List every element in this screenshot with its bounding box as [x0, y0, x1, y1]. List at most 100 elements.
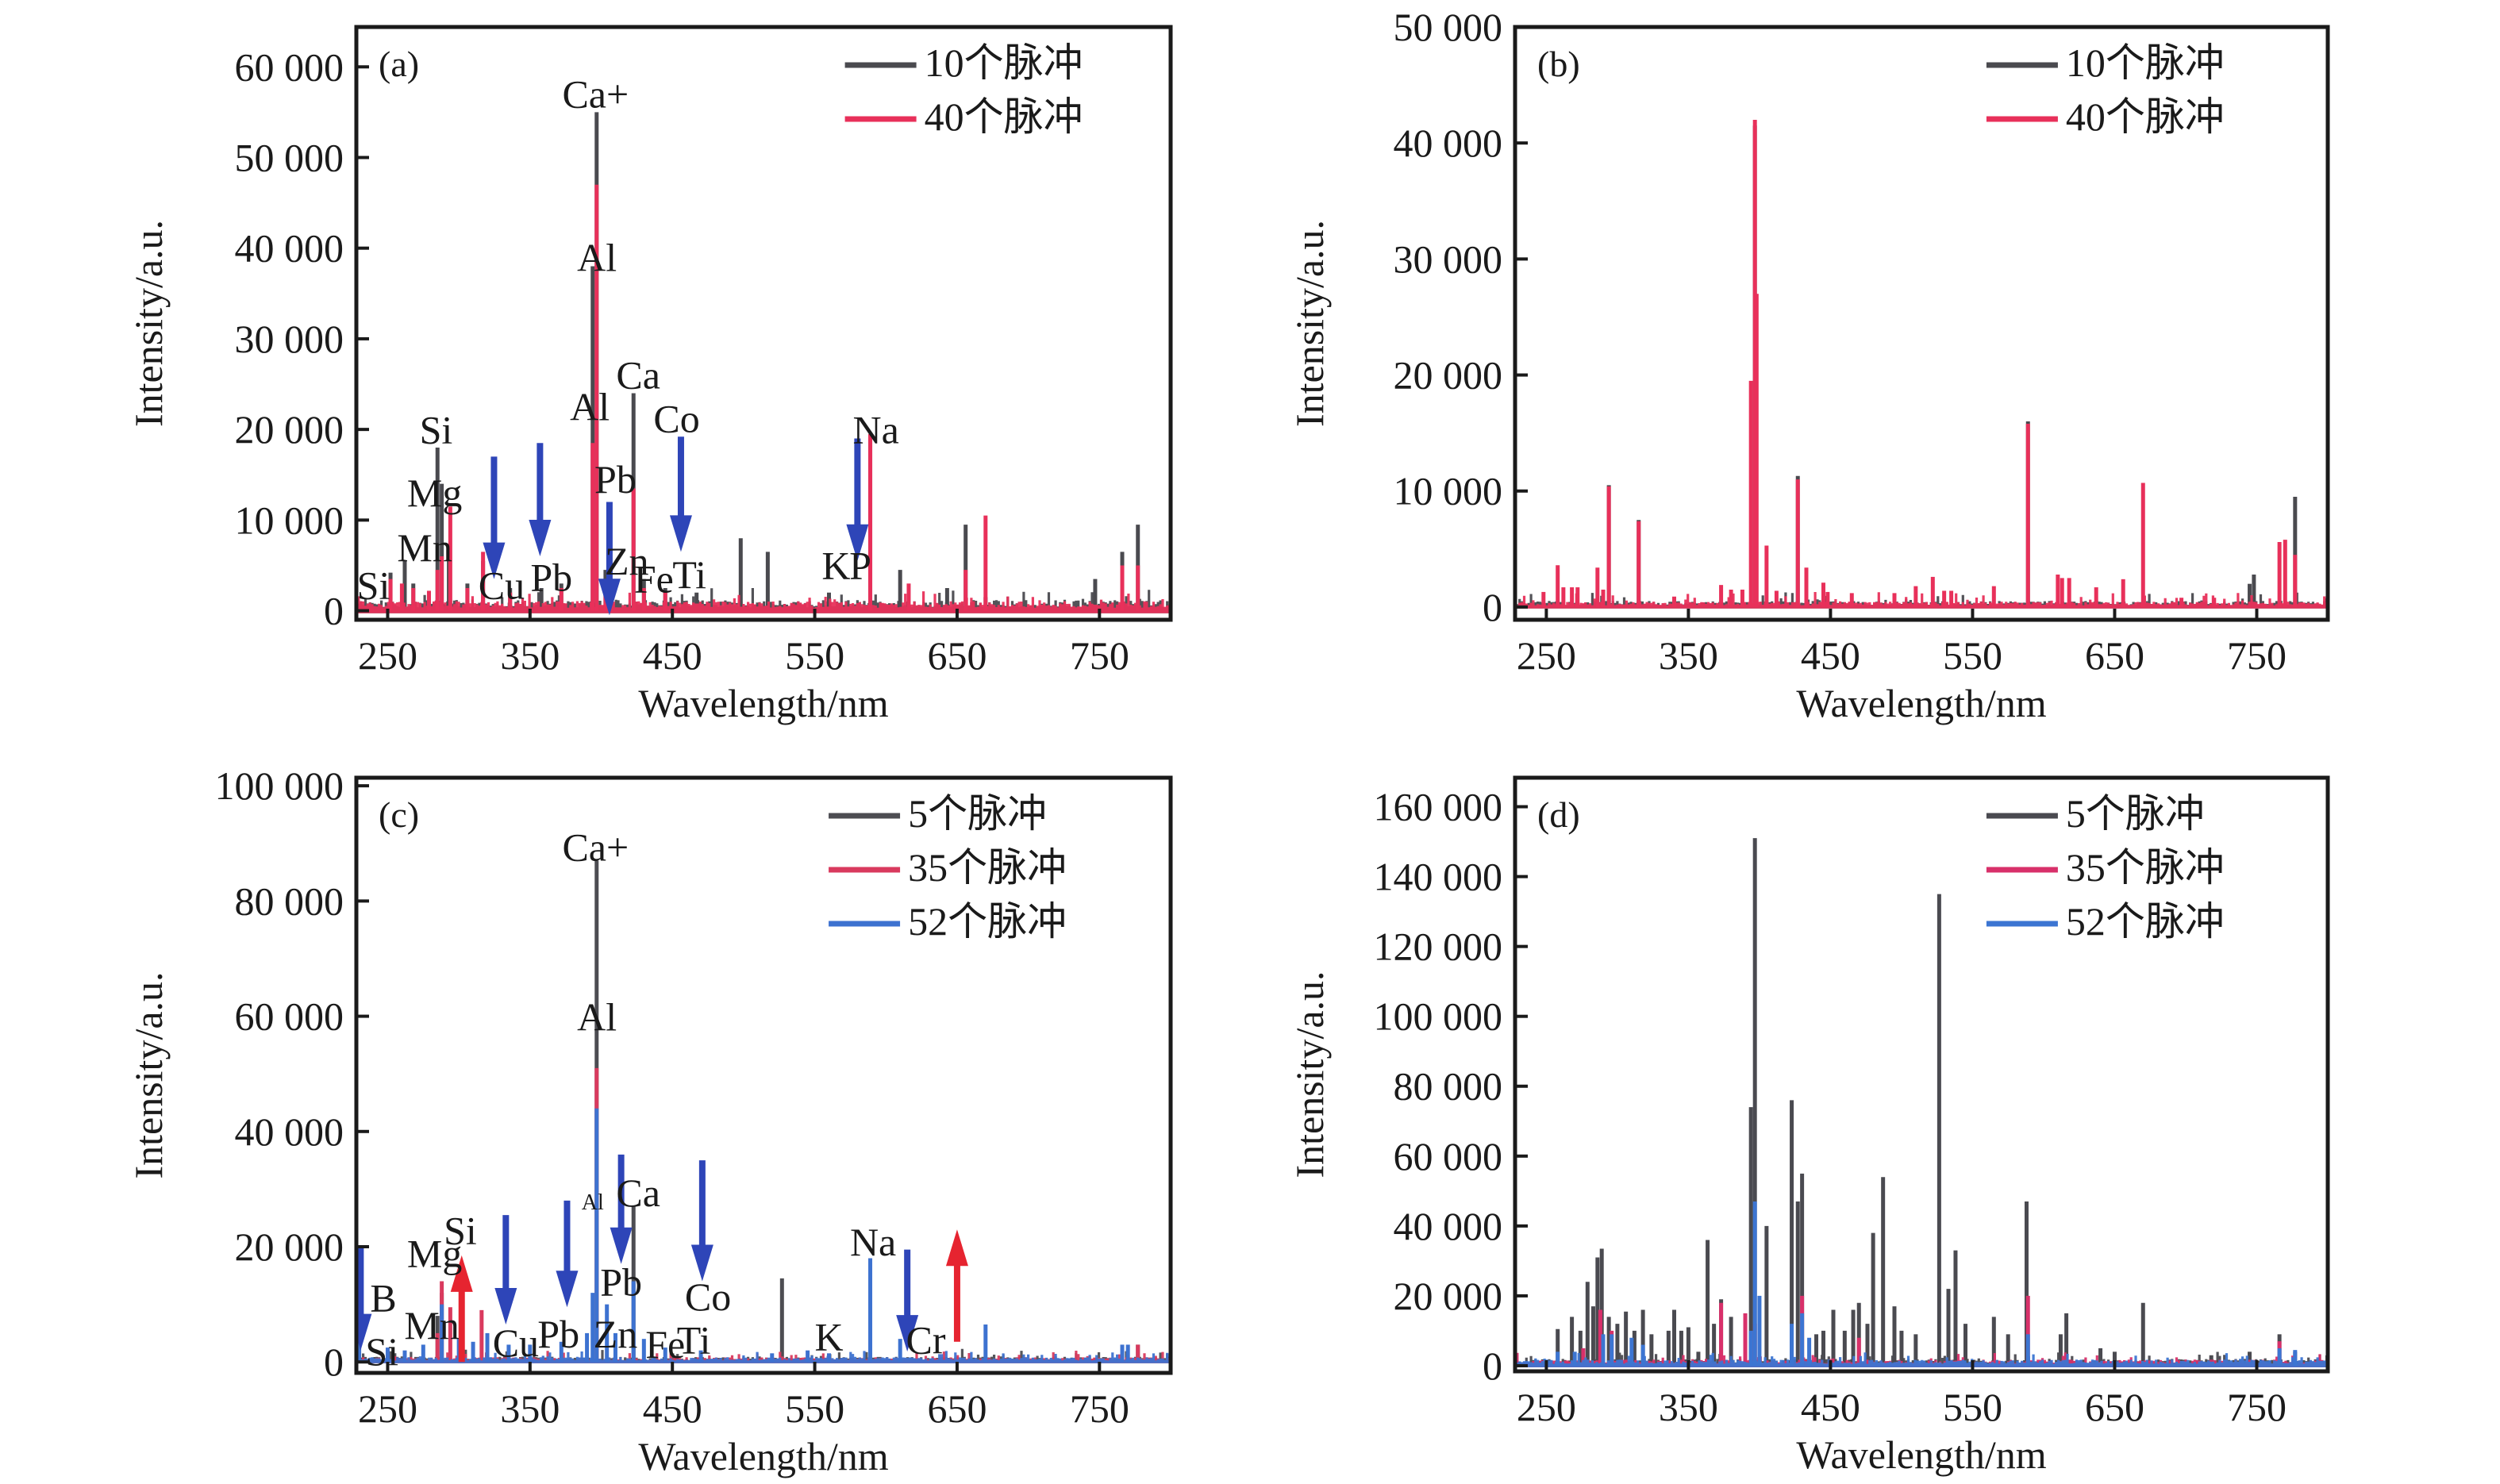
x-tick-label: 250 — [1517, 633, 1576, 678]
x-tick-label: 350 — [1659, 633, 1718, 678]
x-tick-label: 550 — [1943, 1385, 2002, 1429]
element-label: P — [849, 544, 871, 588]
legend-label: 35个脉冲 — [2066, 845, 2225, 890]
legend-item: 5个脉冲 — [829, 791, 1047, 836]
y-tick-label: 140 000 — [1374, 855, 1503, 899]
x-tick-label: 250 — [1517, 1385, 1576, 1429]
arrow-down-icon — [529, 443, 552, 557]
element-label: Pb — [600, 1260, 642, 1305]
arrow-head — [356, 1313, 372, 1351]
y-axis-title: Intensity/a.u. — [1287, 971, 1332, 1178]
y-axis-title: Intensity/a.u. — [1287, 220, 1332, 427]
plot-area — [1515, 119, 2328, 609]
legend-item: 10个脉冲 — [1986, 40, 2225, 85]
element-label: Cu — [479, 563, 525, 608]
element-label: Al — [577, 995, 617, 1040]
legend-item: 35个脉冲 — [829, 845, 1067, 890]
arrow-head — [483, 542, 506, 579]
x-axis-title: Wavelength/nm — [1796, 681, 2046, 725]
y-tick-label: 40 000 — [235, 1109, 344, 1154]
x-tick-label: 750 — [1070, 1386, 1129, 1431]
element-label: Fe — [645, 1322, 685, 1367]
y-tick-label: 60 000 — [235, 44, 344, 89]
y-tick-label: 0 — [1483, 585, 1502, 629]
element-label: Zn — [605, 539, 649, 583]
legend-label: 52个脉冲 — [908, 899, 1067, 944]
arrow-down-icon — [846, 438, 869, 561]
element-label: Fe — [634, 557, 674, 602]
x-tick-label: 450 — [1801, 633, 1860, 678]
element-label: Ca+ — [562, 72, 629, 117]
arrow-head — [945, 1229, 968, 1267]
y-axis-title: Intensity/a.u. — [126, 220, 171, 427]
panel-label: (b) — [1537, 44, 1580, 84]
series-2 — [1515, 119, 2328, 609]
arrow-down-icon — [690, 1160, 713, 1282]
element-label: Cu — [493, 1321, 539, 1365]
x-tick-label: 350 — [500, 1386, 560, 1431]
element-label: Pb — [530, 555, 572, 599]
x-tick-label: 650 — [927, 633, 987, 678]
legend-label: 40个脉冲 — [2066, 94, 2225, 139]
x-tick-label: 550 — [785, 1386, 844, 1431]
x-tick-label: 250 — [358, 633, 417, 678]
arrow-head — [690, 1244, 713, 1282]
element-label: Mn — [397, 525, 452, 570]
element-label: Na — [853, 407, 899, 452]
x-axis-title: Wavelength/nm — [1796, 1432, 2046, 1477]
y-tick-label: 0 — [324, 589, 344, 633]
element-label: Ca — [616, 353, 660, 398]
x-tick-label: 450 — [643, 633, 702, 678]
element-label: Al — [570, 385, 610, 429]
x-axis-title: Wavelength/nm — [638, 1434, 888, 1478]
y-tick-label: 0 — [1483, 1344, 1502, 1388]
y-tick-label: 30 000 — [235, 317, 344, 361]
arrow-head — [598, 579, 621, 616]
element-label: Si — [420, 407, 453, 452]
x-tick-label: 750 — [1070, 633, 1129, 678]
y-tick-label: 20 000 — [1394, 1274, 1503, 1318]
x-tick-label: 450 — [643, 1386, 702, 1431]
arrow-down-icon — [494, 1215, 517, 1325]
legend-item: 40个脉冲 — [844, 94, 1083, 139]
element-label: B — [370, 1275, 396, 1320]
y-tick-label: 50 000 — [235, 135, 344, 179]
y-tick-label: 20 000 — [235, 1224, 344, 1269]
element-label: Zn — [594, 1312, 638, 1356]
series-1 — [356, 112, 1171, 613]
legend-label: 10个脉冲 — [925, 40, 1083, 85]
panel-label: (d) — [1537, 794, 1580, 835]
y-tick-label: 60 000 — [1394, 1134, 1503, 1178]
x-tick-label: 750 — [2227, 1385, 2287, 1429]
series-2 — [1515, 1295, 2328, 1367]
legend-label: 35个脉冲 — [908, 845, 1067, 890]
y-tick-label: 20 000 — [235, 407, 344, 452]
element-label: Si — [357, 563, 390, 608]
y-tick-label: 40 000 — [1394, 1204, 1503, 1248]
panel-d: 250 350 450 550 650 750 0 20 000 40 000 60 000 80 … — [1287, 775, 2330, 1477]
y-tick-label: 60 000 — [235, 994, 344, 1039]
x-tick-label: 750 — [2227, 633, 2287, 678]
legend-label: 40个脉冲 — [925, 94, 1083, 139]
arrow-head — [846, 524, 869, 561]
series-baseline — [356, 1351, 1171, 1363]
plot-frame — [354, 25, 1173, 622]
arrow-down-icon — [483, 456, 506, 579]
x-axis-title: Wavelength/nm — [638, 681, 888, 725]
legend-item: 10个脉冲 — [844, 40, 1083, 85]
y-tick-label: 100 000 — [1374, 994, 1503, 1039]
y-tick-label: 40 000 — [235, 226, 344, 271]
legend-label: 52个脉冲 — [2066, 899, 2225, 944]
series-2 — [356, 1067, 1171, 1363]
element-label: Co — [685, 1274, 731, 1319]
arrow-head — [669, 515, 692, 552]
series-3 — [356, 1108, 1171, 1363]
arrow-down-icon — [610, 1154, 633, 1264]
arrow-up-icon — [945, 1229, 968, 1342]
x-tick-label: 550 — [1943, 633, 2002, 678]
arrow-head — [529, 520, 552, 557]
legend-item: 35个脉冲 — [1986, 845, 2225, 890]
